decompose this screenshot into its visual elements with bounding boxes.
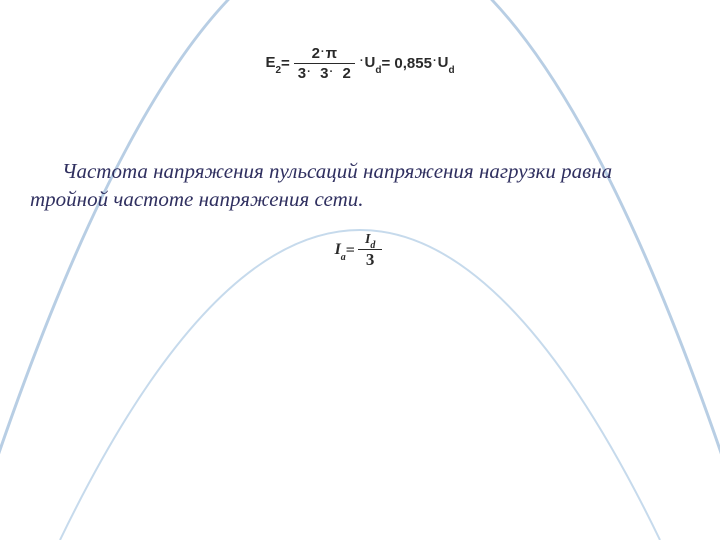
formula1-ud1: Ud	[365, 54, 382, 74]
formula1-equals: =	[281, 55, 290, 72]
inner-arc	[60, 230, 660, 540]
formula1-rhs-const: = 0,855	[381, 55, 431, 72]
formula1-ud2: Ud	[438, 54, 455, 74]
content-area: E2 = 2·π 3· 3· 2 · Ud = 0,855 · Ud Часто…	[0, 0, 720, 270]
formula2-equals: =	[346, 242, 355, 260]
mult-dot-2: ·	[433, 55, 437, 67]
paragraph-text: Частота напряжения пульсаций напряжения …	[0, 157, 720, 214]
formula1-fraction: 2·π 3· 3· 2	[294, 45, 355, 82]
formula-2: Ia = Id 3	[0, 232, 720, 271]
mult-dot: ·	[360, 55, 364, 67]
formula-1: E2 = 2·π 3· 3· 2 · Ud = 0,855 · Ud	[0, 45, 720, 82]
formula2-fraction: Id 3	[358, 232, 383, 271]
formula2-lhs: Ia	[335, 241, 346, 261]
formula1-lhs: E2	[265, 54, 281, 74]
